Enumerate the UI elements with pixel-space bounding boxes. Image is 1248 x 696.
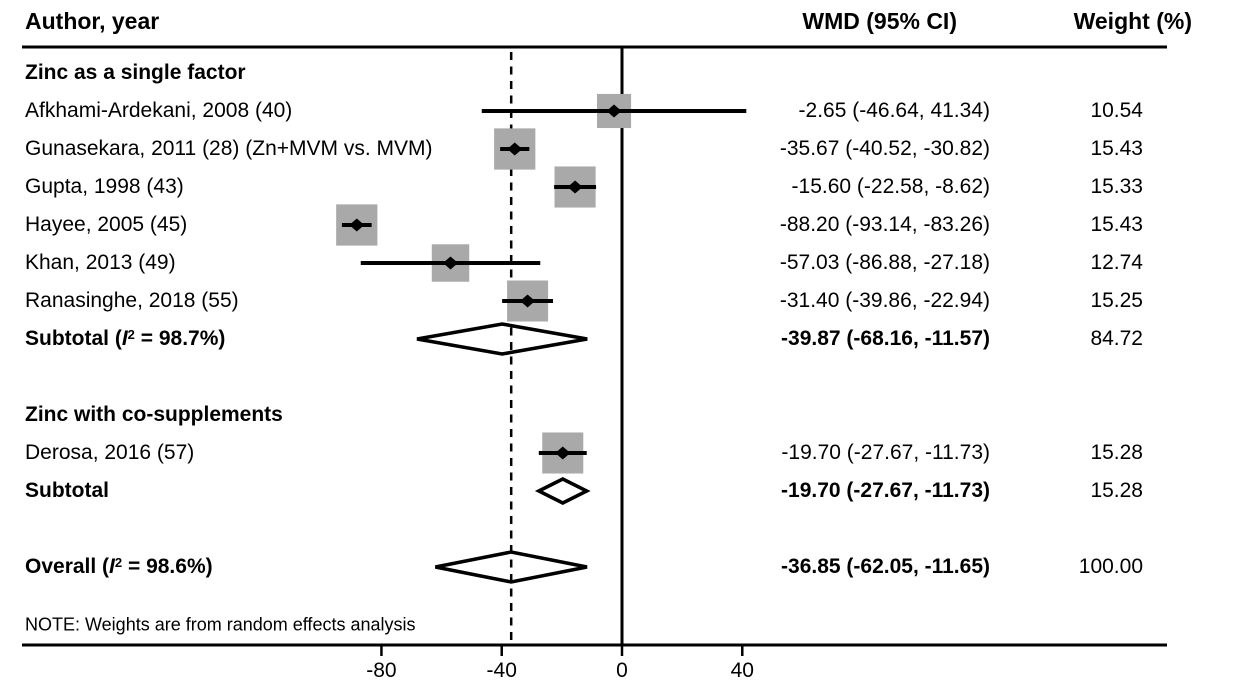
x-tick-label: 40 <box>730 659 754 682</box>
weight-value: 15.25 <box>1090 289 1143 312</box>
point-estimate-marker <box>520 294 536 308</box>
weight-value: 15.43 <box>1090 213 1143 236</box>
weight-value: 15.28 <box>1090 479 1143 502</box>
point-estimate-marker <box>555 446 571 460</box>
subtotal-label: Subtotal <box>25 479 109 502</box>
study-label: Ranasinghe, 2018 (55) <box>25 289 239 312</box>
study-label: Afkhami-Ardekani, 2008 (40) <box>25 99 293 122</box>
group-label: Zinc as a single factor <box>25 61 246 84</box>
wmd-column-header: WMD (95% CI) <box>802 8 957 34</box>
weight-value: 12.74 <box>1090 251 1143 274</box>
weight-value: 84.72 <box>1090 327 1143 350</box>
study-label: Derosa, 2016 (57) <box>25 441 195 464</box>
wmd-value: -19.70 (-27.67, -11.73) <box>781 441 990 464</box>
wmd-value: -15.60 (-22.58, -8.62) <box>791 175 990 198</box>
study-label: Gunasekara, 2011 (28) (Zn+MVM vs. MVM) <box>25 137 433 160</box>
subtotal-diamond <box>534 477 591 505</box>
x-tick-label: -40 <box>486 659 517 682</box>
subtotal-diamond <box>416 322 588 356</box>
weight-value: 100.00 <box>1078 555 1143 578</box>
author-column-header: Author, year <box>25 8 160 34</box>
weight-column-header: Weight (%) <box>1073 8 1192 34</box>
overall-label: Overall (I2 = 98.6%) <box>25 555 213 578</box>
point-estimate-marker <box>443 256 459 270</box>
wmd-value: -39.87 (-68.16, -11.57) <box>781 327 990 350</box>
weight-value: 15.33 <box>1090 175 1143 198</box>
weight-value: 10.54 <box>1090 99 1143 122</box>
weight-value: 15.43 <box>1090 137 1143 160</box>
point-estimate-marker <box>507 142 523 156</box>
overall-diamond <box>435 550 588 584</box>
point-estimate-marker <box>606 104 622 118</box>
study-label: Hayee, 2005 (45) <box>25 213 188 236</box>
wmd-value: -35.67 (-40.52, -30.82) <box>779 137 990 160</box>
study-label: Gupta, 1998 (43) <box>25 175 184 198</box>
wmd-value: -2.65 (-46.64, 41.34) <box>798 99 990 122</box>
point-estimate-marker <box>567 180 583 194</box>
subtotal-label: Subtotal (I2 = 98.7%) <box>25 327 226 350</box>
group-label: Zinc with co-supplements <box>25 403 283 426</box>
x-tick-label: -80 <box>366 659 397 682</box>
weight-value: 15.28 <box>1090 441 1143 464</box>
wmd-value: -36.85 (-62.05, -11.65) <box>781 555 990 578</box>
wmd-value: -19.70 (-27.67, -11.73) <box>781 479 990 502</box>
x-tick-label: 0 <box>616 659 628 682</box>
wmd-value: -57.03 (-86.88, -27.18) <box>779 251 990 274</box>
wmd-value: -88.20 (-93.14, -83.26) <box>779 213 990 236</box>
study-label: Khan, 2013 (49) <box>25 251 176 274</box>
note-text: NOTE: Weights are from random effects an… <box>25 614 416 635</box>
point-estimate-marker <box>349 218 365 232</box>
wmd-value: -31.40 (-39.86, -22.94) <box>779 289 990 312</box>
